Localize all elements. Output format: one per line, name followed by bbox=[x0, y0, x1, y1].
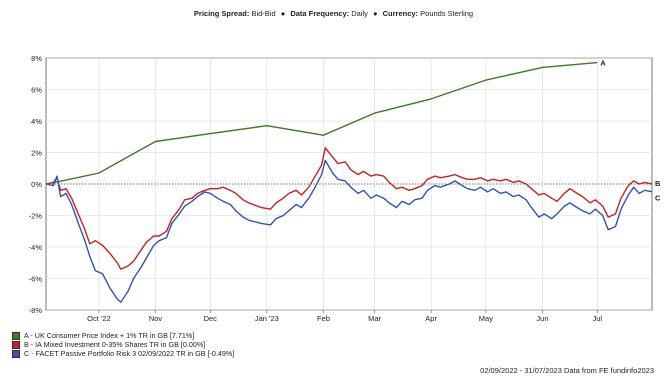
x-tick-label: Jun bbox=[536, 314, 548, 323]
series-line-a bbox=[45, 61, 598, 185]
legend-item-a: A - UK Consumer Price Index + 1% TR in G… bbox=[12, 331, 234, 340]
currency-value: Pounds Sterling bbox=[420, 9, 474, 18]
series-line-c bbox=[45, 159, 653, 303]
frequency-label: Data Frequency: bbox=[290, 9, 350, 18]
legend-label-c: C - FACET Passive Portfolio Risk 3 02/09… bbox=[24, 349, 235, 358]
pricing-value: Bid-Bid bbox=[251, 9, 276, 18]
y-tick-label: 2% bbox=[31, 149, 42, 158]
chart-legend: A - UK Consumer Price Index + 1% TR in G… bbox=[12, 331, 234, 358]
x-tick-label: Dec bbox=[204, 314, 218, 323]
x-tick-label: Jul bbox=[592, 314, 602, 323]
legend-swatch-a bbox=[12, 331, 20, 340]
y-tick-label: 8% bbox=[31, 54, 42, 63]
legend-item-b: B - IA Mixed Investment 0-35% Shares TR … bbox=[12, 340, 234, 349]
y-tick-label: 4% bbox=[31, 117, 42, 126]
series-end-label-c: C bbox=[655, 194, 661, 203]
x-tick-label: Apr bbox=[425, 314, 437, 323]
y-tick-label: 6% bbox=[31, 86, 42, 95]
series-line-b bbox=[45, 147, 653, 270]
y-tick-label: -8% bbox=[29, 306, 43, 315]
legend-item-c: C - FACET Passive Portfolio Risk 3 02/09… bbox=[12, 349, 234, 358]
x-tick-label: Nov bbox=[149, 314, 163, 323]
x-tick-label: May bbox=[479, 314, 493, 323]
currency-label: Currency: bbox=[382, 9, 419, 18]
y-tick-label: -2% bbox=[29, 212, 43, 221]
series-end-label-b: B bbox=[655, 179, 661, 188]
pricing-label: Pricing Spread: bbox=[193, 9, 250, 18]
legend-label-a: A - UK Consumer Price Index + 1% TR in G… bbox=[24, 331, 195, 340]
x-tick-label: Jan '23 bbox=[255, 314, 279, 323]
legend-swatch-b bbox=[12, 340, 20, 349]
chart-footer: 02/09/2022 - 31/07/2023 Data from FE fun… bbox=[480, 366, 654, 375]
chart-header: Pricing Spread: Bid-Bid ● Data Frequency… bbox=[0, 9, 667, 18]
separator-dot: ● bbox=[280, 9, 286, 18]
y-tick-label: 0% bbox=[31, 180, 42, 189]
x-tick-label: Mar bbox=[368, 314, 381, 323]
y-tick-label: -6% bbox=[29, 275, 43, 284]
x-tick-label: Oct '22 bbox=[87, 314, 111, 323]
y-tick-label: -4% bbox=[29, 243, 43, 252]
x-tick-label: Feb bbox=[317, 314, 330, 323]
legend-label-b: B - IA Mixed Investment 0-35% Shares TR … bbox=[24, 340, 206, 349]
frequency-value: Daily bbox=[351, 9, 368, 18]
series-end-label-a: A bbox=[600, 59, 606, 68]
legend-swatch-c bbox=[12, 349, 20, 358]
separator-dot: ● bbox=[372, 9, 378, 18]
